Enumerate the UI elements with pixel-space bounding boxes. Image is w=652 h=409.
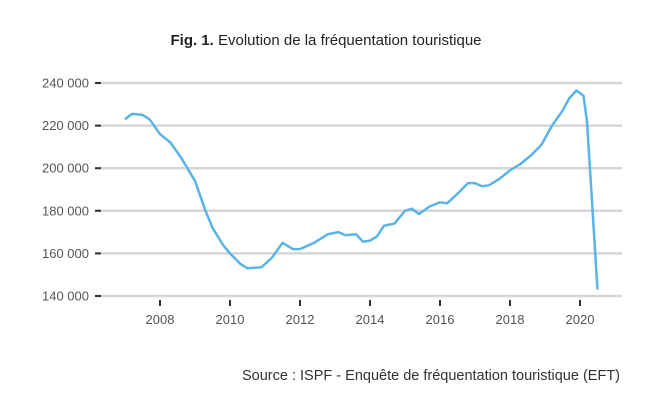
series-line (124, 89, 599, 290)
x-tick-label: 2018 (496, 312, 525, 327)
y-tick-label: 220 000 (42, 118, 89, 133)
y-tick-label: 240 000 (42, 76, 89, 91)
chart-title: Fig. 1. Evolution de la fréquentation to… (0, 32, 652, 49)
x-tick-label: 2016 (426, 312, 455, 327)
x-tick-label: 2020 (566, 312, 595, 327)
x-tick-label: 2010 (216, 312, 245, 327)
x-tick-label: 2012 (286, 312, 315, 327)
y-tick-label: 200 000 (42, 161, 89, 176)
title-text: Evolution de la fréquentation touristiqu… (218, 32, 482, 49)
y-tick-label: 160 000 (42, 246, 89, 261)
y-tick-label: 140 000 (42, 289, 89, 304)
x-tick-label: 2014 (356, 312, 385, 327)
y-tick-label: 180 000 (42, 203, 89, 218)
source-note: Source : ISPF - Enquête de fréquentation… (242, 368, 620, 384)
x-tick-label: 2008 (146, 312, 175, 327)
figure-number: Fig. 1. (170, 32, 214, 49)
